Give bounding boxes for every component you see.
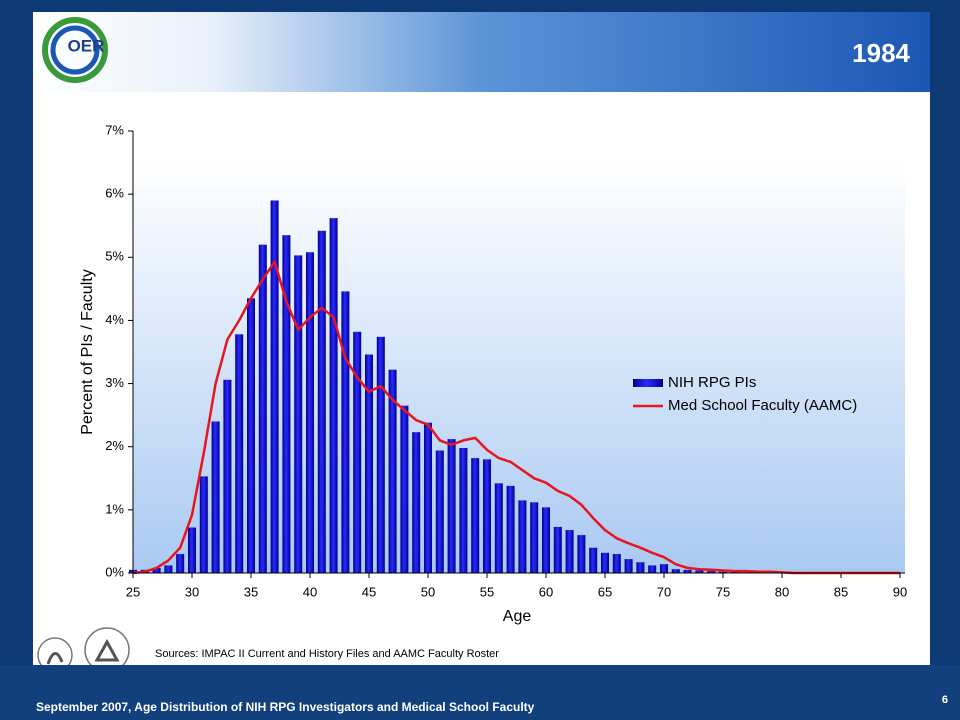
y-axis-label: Percent of PIs / Faculty [79,269,96,434]
bar [471,458,480,573]
chart-title: 1984 [852,38,910,68]
bar [152,567,161,573]
bar [671,569,680,573]
x-tick-label: 25 [126,584,140,599]
plot: 0% 1% 2% 3% 4% 5% 6% 7% 25 30 35 40 45 50 55 60 65 70 75 80… [105,122,907,599]
bar [187,527,197,573]
bar [518,500,527,573]
page-number: 6 [942,694,948,706]
footer-text: September 2007, Age Distribution of NIH … [36,700,535,714]
bar [541,507,551,573]
bar [412,432,421,573]
legend-swatch [633,379,663,387]
bar [341,291,350,573]
bar [376,336,385,573]
bar [612,554,621,573]
x-axis-label: Age [503,608,532,625]
bar [459,447,468,573]
bar [659,564,669,573]
bar [423,422,433,573]
logo-text: OER [68,36,105,55]
y-tick-label: 2% [105,438,124,453]
bar [695,570,704,573]
y-tick-label: 4% [105,312,124,327]
bar [176,554,185,573]
bar [435,450,444,573]
bar [294,255,303,574]
bar [400,405,409,573]
bar [553,526,562,573]
legend-label: NIH RPG PIs [668,374,756,391]
x-tick-label: 40 [303,584,317,599]
bar [164,565,173,573]
y-tick-label: 6% [105,186,124,201]
y-tick-label: 1% [105,501,124,516]
bar [636,562,645,573]
bar [211,421,220,573]
bar [624,559,633,573]
bar [577,535,586,573]
bar [235,334,244,573]
bar [447,439,456,573]
line [132,260,900,575]
bar [648,565,657,573]
x-tick-label: 90 [893,584,907,599]
bar [707,571,716,573]
y-tick-label: 3% [105,375,124,390]
bar [730,571,739,573]
bar [317,230,326,573]
bar [506,485,515,573]
x-tick-label: 45 [362,584,376,599]
bar [482,459,492,573]
bar [199,476,208,573]
x-tick-label: 65 [598,584,612,599]
bar [270,200,279,573]
bar [718,571,728,573]
bar [600,552,610,573]
x-tick-label: 70 [657,584,671,599]
bar [364,354,374,573]
bar [530,502,539,573]
header-band [33,12,930,92]
bar [329,218,338,573]
source-note: Sources: IMPAC II Current and History Fi… [155,648,499,660]
bar [589,547,598,573]
bar [683,569,692,573]
y-tick-label: 7% [105,122,124,137]
bar [246,298,256,573]
bar [565,530,574,573]
bar [223,379,232,573]
legend-label: Med School Faculty (AAMC) [668,397,857,414]
bar [388,369,397,573]
x-tick-label: 80 [775,584,789,599]
x-tick-label: 75 [716,584,730,599]
bar [305,252,315,573]
x-tick-label: 85 [834,584,848,599]
bar [353,331,362,573]
x-tick-label: 35 [244,584,258,599]
bar [258,244,267,573]
bar [494,483,503,573]
x-tick-label: 50 [421,584,435,599]
oer-logo: OER [42,17,108,83]
y-tick-label: 0% [105,564,124,579]
footer-band [0,665,960,720]
x-tick-label: 30 [185,584,199,599]
x-tick-label: 55 [480,584,494,599]
y-tick-label: 5% [105,249,124,264]
x-tick-label: 60 [539,584,553,599]
bar [282,235,291,573]
